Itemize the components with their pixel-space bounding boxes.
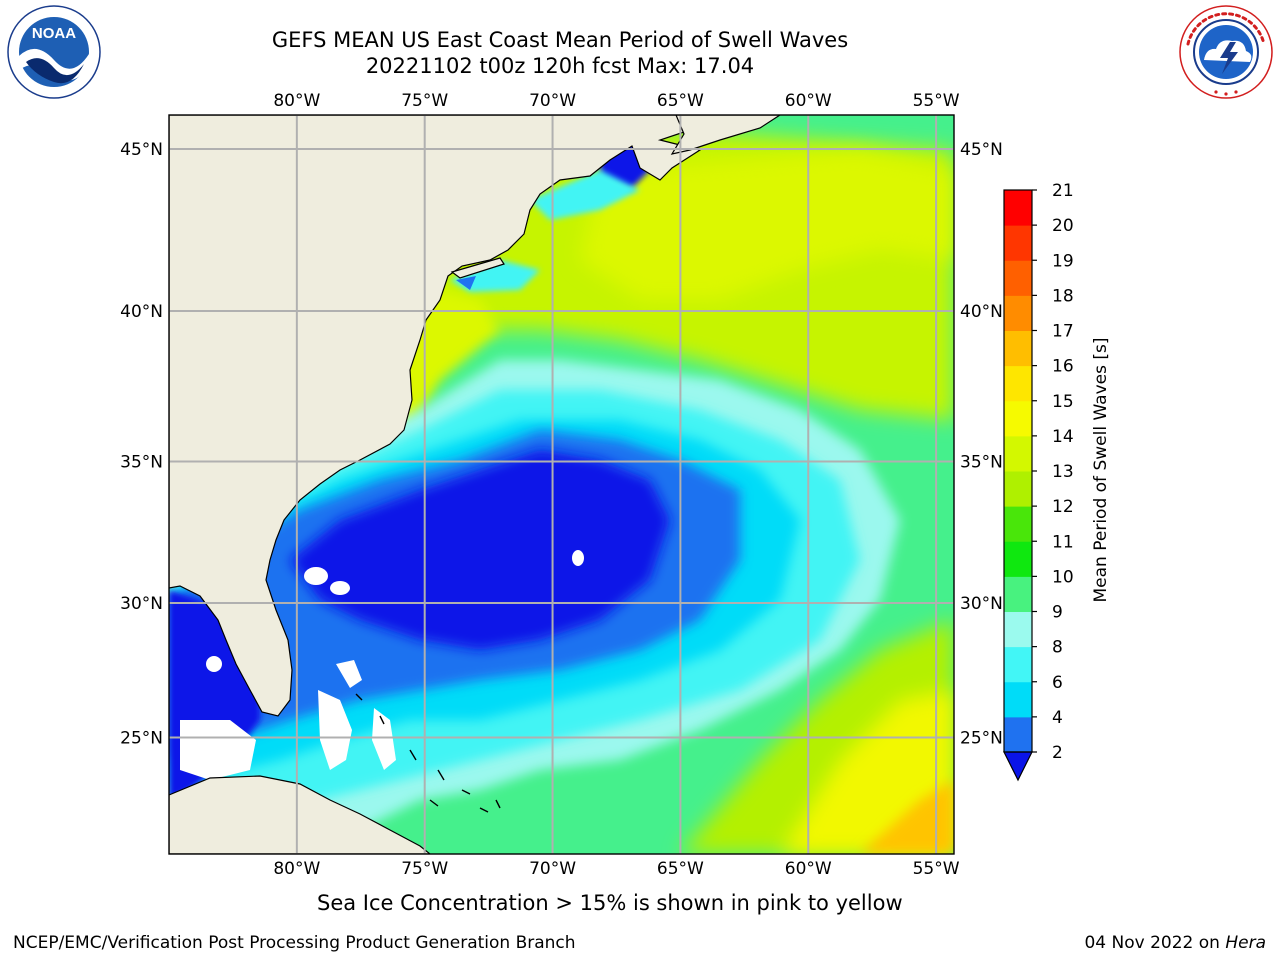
colorbar-tick-label: 9 xyxy=(1052,603,1063,623)
colorbar-label: Mean Period of Swell Waves [s] xyxy=(1091,338,1111,603)
colorbar-segment xyxy=(1004,576,1032,612)
latitude-labels-left: 45°N 40°N 35°N 30°N 25°N xyxy=(120,140,163,748)
colorbar-segment xyxy=(1004,260,1032,296)
colorbar-segment xyxy=(1004,330,1032,367)
colorbar-tick-label: 8 xyxy=(1052,638,1063,658)
lon-label-bottom: 60°W xyxy=(785,859,832,879)
colorbar: 2 4 6 8 9 10 11 12 13 14 15 16 17 18 19 20 21 xyxy=(1003,181,1074,782)
chart-subtitle-forecast: 20221102 t00z 120h fcst Max: 17.04 xyxy=(365,54,755,78)
colorbar-tick-label: 10 xyxy=(1052,567,1074,587)
lat-label-right: 35°N xyxy=(960,452,1003,472)
colorbar-segment xyxy=(1004,716,1032,753)
lat-label-right: 40°N xyxy=(960,302,1003,322)
colorbar-tick-label: 14 xyxy=(1052,427,1074,447)
lon-label-top: 55°W xyxy=(913,91,960,111)
latitude-labels-right: 45°N 40°N 35°N 30°N 25°N xyxy=(960,140,1003,748)
colorbar-tick-label: 17 xyxy=(1052,322,1074,342)
colorbar-segment xyxy=(1004,225,1032,261)
colorbar-tick-label: 13 xyxy=(1052,462,1074,482)
colorbar-tick-label: 2 xyxy=(1052,743,1063,763)
lat-label-left: 40°N xyxy=(120,302,163,322)
colorbar-tick-label: 21 xyxy=(1052,181,1074,201)
colorbar-segment xyxy=(1004,471,1032,507)
nws-logo-icon xyxy=(1179,5,1273,99)
lon-label-bottom: 75°W xyxy=(401,859,448,879)
colorbar-under-arrow xyxy=(1003,751,1033,782)
colorbar-tick-label: 15 xyxy=(1052,392,1074,412)
footer-branch: NCEP/EMC/Verification Post Processing Pr… xyxy=(13,933,576,953)
lat-label-left: 35°N xyxy=(120,452,163,472)
footer-date: 04 Nov 2022 on Hera xyxy=(1084,933,1266,953)
longitude-labels-top: 80°W 75°W 70°W 65°W 60°W 55°W xyxy=(273,91,959,111)
lat-label-right: 30°N xyxy=(960,594,1003,614)
noaa-logo-text: NOAA xyxy=(32,25,76,42)
lat-label-left: 30°N xyxy=(120,594,163,614)
colorbar-segment xyxy=(1004,506,1032,542)
colorbar-segment xyxy=(1004,400,1032,437)
noaa-logo-icon: NOAA xyxy=(7,5,101,99)
chart-title: GEFS MEAN US East Coast Mean Period of S… xyxy=(271,28,849,52)
lat-label-left: 45°N xyxy=(120,140,163,160)
lon-label-top: 75°W xyxy=(401,91,448,111)
lon-label-bottom: 55°W xyxy=(913,859,960,879)
lat-label-right: 45°N xyxy=(960,140,1003,160)
map-frame xyxy=(168,114,955,855)
longitude-labels-bottom: 80°W 75°W 70°W 65°W 60°W 55°W xyxy=(273,859,959,879)
lon-label-top: 65°W xyxy=(657,91,704,111)
colorbar-segment xyxy=(1004,681,1032,718)
colorbar-tick-label: 6 xyxy=(1052,673,1063,693)
footer-date-text: 04 Nov 2022 on xyxy=(1084,933,1220,953)
colorbar-tick-label: 12 xyxy=(1052,497,1074,517)
sea-ice-note: Sea Ice Concentration > 15% is shown in … xyxy=(317,891,903,915)
lon-label-bottom: 70°W xyxy=(529,859,576,879)
lat-label-right: 25°N xyxy=(960,729,1003,749)
colorbar-tick-label: 18 xyxy=(1052,286,1074,306)
colorbar-tick-label: 19 xyxy=(1052,251,1074,271)
colorbar-segment xyxy=(1004,646,1032,683)
colorbar-tick-label: 11 xyxy=(1052,532,1074,552)
colorbar-segment xyxy=(1004,541,1032,577)
land-mask xyxy=(169,115,782,854)
colorbar-segment xyxy=(1004,365,1032,402)
map-plot-area xyxy=(169,115,954,854)
colorbar-segment xyxy=(1004,295,1032,331)
colorbar-segment xyxy=(1004,435,1032,472)
colorbar-tick-label: 4 xyxy=(1052,708,1063,728)
lon-label-top: 80°W xyxy=(273,91,320,111)
colorbar-tick-label: 16 xyxy=(1052,357,1074,377)
map-gridlines xyxy=(169,115,954,854)
colorbar-segment xyxy=(1004,190,1032,226)
lon-label-bottom: 80°W xyxy=(273,859,320,879)
lat-label-left: 25°N xyxy=(120,729,163,749)
lon-label-bottom: 65°W xyxy=(657,859,704,879)
colorbar-tick-label: 20 xyxy=(1052,216,1074,236)
bahamas-islets xyxy=(355,693,501,813)
colorbar-segment xyxy=(1004,611,1032,648)
lon-label-top: 70°W xyxy=(529,91,576,111)
lon-label-top: 60°W xyxy=(785,91,832,111)
footer-machine: Hera xyxy=(1225,933,1266,953)
